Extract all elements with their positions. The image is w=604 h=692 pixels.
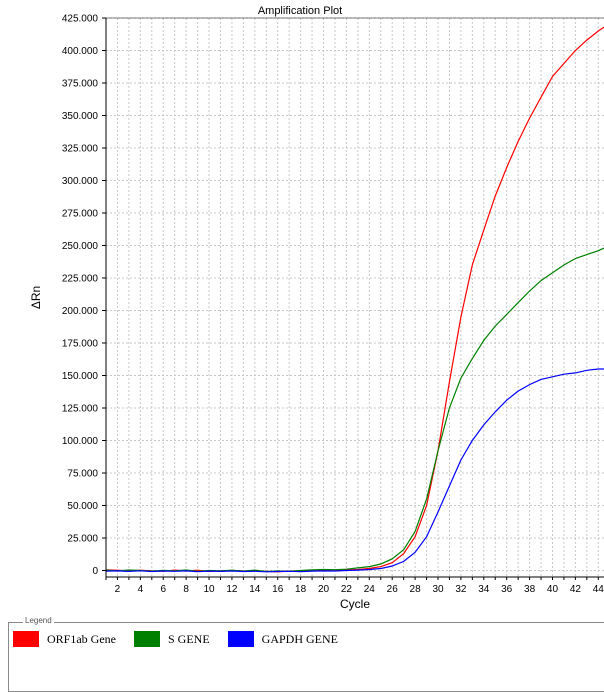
- x-tick-label: 34: [478, 584, 490, 595]
- y-tick-label: 225.000: [62, 274, 99, 285]
- y-tick-label: 150.000: [62, 371, 99, 382]
- x-tick-label: 2: [115, 584, 121, 595]
- x-tick-label: 4: [138, 584, 144, 595]
- x-tick-label: 12: [226, 584, 238, 595]
- legend-label: GAPDH GENE: [261, 631, 339, 646]
- legend-panel: Legend ORF1ab Gene S GENE GAPDH GENE: [8, 616, 604, 692]
- x-tick-label: 20: [318, 584, 330, 595]
- grid-lines: [105, 17, 604, 577]
- y-tick-label: 300.000: [62, 176, 99, 187]
- legend-label: S GENE: [168, 631, 210, 646]
- y-tick-label: 25.000: [67, 534, 98, 545]
- y-tick-label: 275.000: [62, 209, 99, 220]
- legend-swatch-orf1ab: [13, 631, 39, 647]
- tick-labels: 0 25.000 50.000 75.000 100.000 125.000 150.000…: [62, 14, 604, 596]
- x-tick-label: 28: [410, 584, 422, 595]
- legend-item-s-gene[interactable]: S GENE: [134, 631, 210, 647]
- x-tick-label: 24: [364, 584, 376, 595]
- x-tick-label: 18: [295, 584, 307, 595]
- amplification-chart: Amplification Plot 0 25.000 50.000 75.000 10…: [29, 5, 604, 611]
- x-tick-label: 6: [160, 584, 166, 595]
- legend-item-orf1ab[interactable]: ORF1ab Gene: [13, 631, 116, 647]
- legend-items: ORF1ab Gene S GENE GAPDH GENE: [13, 631, 356, 647]
- y-tick-label: 75.000: [67, 469, 98, 480]
- y-tick-label: 200.000: [62, 306, 99, 317]
- y-tick-label: 0: [92, 566, 98, 577]
- x-tick-label: 30: [432, 584, 444, 595]
- y-tick-label: 50.000: [67, 501, 98, 512]
- x-tick-label: 10: [203, 584, 215, 595]
- y-tick-label: 125.000: [62, 404, 99, 415]
- chart-title: Amplification Plot: [258, 5, 342, 17]
- series-layer: [105, 26, 604, 573]
- y-tick-label: 425.000: [62, 14, 99, 25]
- x-tick-label: 38: [524, 584, 536, 595]
- y-tick-label: 250.000: [62, 241, 99, 252]
- x-tick-label: 22: [341, 584, 353, 595]
- legend-label: ORF1ab Gene: [47, 631, 116, 646]
- x-tick-label: 26: [387, 584, 399, 595]
- y-tick-label: 350.000: [62, 111, 99, 122]
- y-tick-label: 375.000: [62, 79, 99, 90]
- y-tick-label: 325.000: [62, 144, 99, 155]
- series-line-s-gene: [105, 247, 604, 573]
- axes: [102, 17, 604, 580]
- x-tick-label: 32: [455, 584, 467, 595]
- x-tick-label: 40: [547, 584, 559, 595]
- y-tick-label: 400.000: [62, 46, 99, 57]
- x-tick-label: 36: [501, 584, 513, 595]
- legend-item-gapdh-gene[interactable]: GAPDH GENE: [227, 631, 339, 647]
- legend-swatch-gapdh-gene: [227, 631, 254, 647]
- x-tick-label: 14: [249, 584, 261, 595]
- legend-swatch-s-gene: [134, 631, 160, 647]
- x-axis-title: Cycle: [340, 597, 370, 611]
- y-axis-title: ΔRn: [29, 286, 43, 309]
- y-tick-label: 100.000: [62, 436, 99, 447]
- x-tick-label: 42: [570, 584, 582, 595]
- x-tick-label: 16: [272, 584, 284, 595]
- x-tick-label: 8: [183, 584, 189, 595]
- legend-caption: Legend: [23, 616, 54, 625]
- x-tick-label: 44: [593, 584, 604, 595]
- series-line-gapdh-gene: [105, 368, 604, 573]
- y-tick-label: 175.000: [62, 339, 99, 350]
